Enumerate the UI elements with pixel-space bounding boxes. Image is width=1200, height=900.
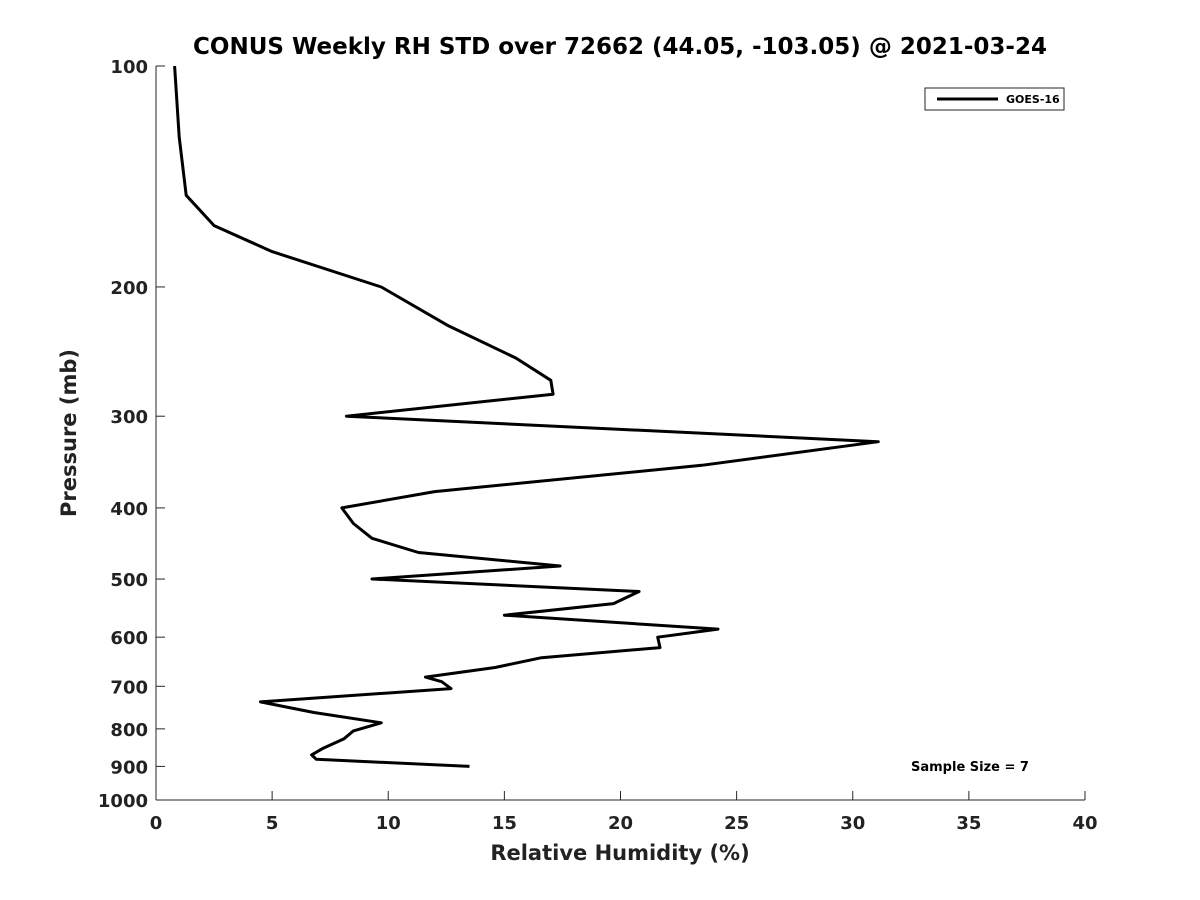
y-ticks: 100 200 300 400 500 600 700 800 900 1000	[98, 57, 165, 812]
x-tick-label: 35	[956, 813, 981, 834]
y-tick-label: 1000	[98, 791, 148, 812]
x-tick-label: 5	[266, 813, 279, 834]
x-tick-label: 30	[840, 813, 865, 834]
y-tick-label: 600	[110, 628, 148, 649]
plot-area: 0 5 10 15 20 25 30 35 40 100 200 300 400 500 600 700 80…	[98, 57, 1098, 834]
y-axis-label: Pressure (mb)	[57, 349, 81, 517]
y-tick-label: 200	[110, 278, 148, 299]
sample-size-annotation: Sample Size = 7	[911, 760, 1029, 775]
x-tick-label: 15	[492, 813, 517, 834]
y-tick-label: 500	[110, 570, 148, 591]
legend: GOES-16	[924, 87, 1065, 111]
y-tick-label: 700	[110, 677, 148, 698]
y-tick-label: 400	[110, 499, 148, 520]
x-tick-label: 25	[724, 813, 749, 834]
series-line-goes-16	[173, 65, 880, 768]
x-axis-label: Relative Humidity (%)	[490, 841, 749, 865]
x-tick-label: 40	[1072, 813, 1097, 834]
x-tick-label: 10	[376, 813, 401, 834]
y-tick-label: 800	[110, 720, 148, 741]
x-ticks: 0 5 10 15 20 25 30 35 40	[150, 791, 1098, 834]
x-tick-label: 20	[608, 813, 633, 834]
chart-title: CONUS Weekly RH STD over 72662 (44.05, -…	[193, 34, 1047, 60]
x-tick-label: 0	[150, 813, 163, 834]
y-tick-label: 100	[110, 57, 148, 78]
y-tick-label: 300	[110, 407, 148, 428]
y-tick-label: 900	[110, 757, 148, 778]
legend-entry-goes-16: GOES-16	[1006, 93, 1060, 106]
